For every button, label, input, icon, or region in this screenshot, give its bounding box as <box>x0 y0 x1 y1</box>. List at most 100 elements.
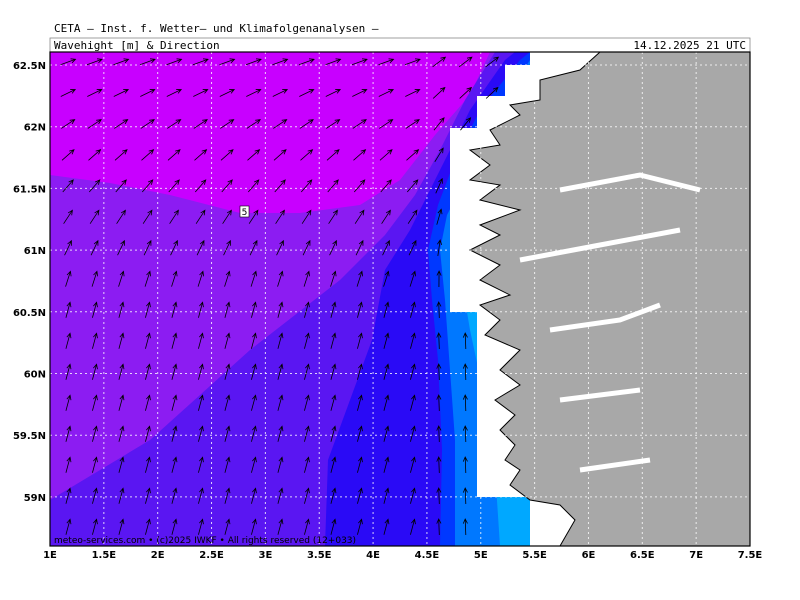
arrow <box>356 270 363 287</box>
arrow <box>198 456 204 473</box>
arrow <box>276 239 284 256</box>
arrow <box>378 89 395 97</box>
fjords <box>519 172 701 473</box>
arrow <box>220 119 235 129</box>
arrow <box>86 58 103 66</box>
arrow <box>251 487 257 504</box>
arrow <box>277 425 284 442</box>
lat-label: 59N <box>24 493 46 504</box>
footer: meteo-services.com • (c)2025 IWKF • All … <box>54 536 356 546</box>
arrow <box>277 456 284 473</box>
arrow <box>436 456 442 474</box>
arrow <box>330 270 337 287</box>
arrow <box>352 89 368 97</box>
arrow <box>88 149 102 161</box>
sea-level-4 <box>50 52 490 213</box>
arrow <box>304 363 310 380</box>
arrow <box>224 301 231 318</box>
arrow <box>222 209 232 224</box>
arrow <box>357 394 363 411</box>
arrow <box>330 394 337 411</box>
arrow <box>61 149 75 161</box>
arrow <box>379 149 393 161</box>
arrow <box>433 117 445 131</box>
arrow <box>432 86 446 99</box>
arrow <box>224 487 231 504</box>
arrow <box>407 209 418 224</box>
contour-label: 5 <box>242 208 248 218</box>
arrow <box>171 425 178 442</box>
arrow <box>383 425 390 442</box>
arrow <box>171 301 178 318</box>
arrow <box>301 209 312 224</box>
lon-label: 5E <box>474 550 488 561</box>
arrow <box>462 456 468 474</box>
arrow <box>251 394 257 411</box>
lon-label: 6.5E <box>630 550 655 561</box>
arrow <box>351 58 368 66</box>
arrow <box>197 270 204 287</box>
arrow <box>194 149 208 161</box>
arrow <box>330 456 337 473</box>
lon-label: 6E <box>582 550 596 561</box>
lon-label: 4E <box>366 550 380 561</box>
arrow <box>251 456 257 473</box>
arrow <box>273 119 288 129</box>
arrow <box>219 89 236 97</box>
arrow <box>192 58 209 66</box>
arrow <box>198 363 204 380</box>
arrow <box>88 179 101 193</box>
arrow <box>273 149 287 161</box>
arrow <box>92 487 98 504</box>
arrow <box>118 394 125 411</box>
arrow <box>92 456 98 473</box>
arrow <box>357 456 363 473</box>
arrow <box>171 456 178 473</box>
arrow <box>383 487 390 504</box>
land <box>468 52 750 546</box>
axis-labels: 1E 1.5E 2E 2.5E 3E 3.5E 4E 4.5E 5E 5.5E 6E 6.5E 7E 7.… <box>13 61 762 561</box>
arrow <box>462 518 468 536</box>
arrow <box>410 425 416 442</box>
arrow <box>410 456 416 473</box>
arrow <box>357 487 363 504</box>
arrow <box>272 58 289 66</box>
arrow <box>92 363 98 380</box>
arrow <box>251 301 257 318</box>
arrow <box>462 425 468 443</box>
lon-label: 5.5E <box>522 550 547 561</box>
arrow <box>114 119 129 129</box>
arrow <box>458 56 473 68</box>
arrow <box>462 363 468 381</box>
arrow <box>63 209 73 224</box>
arrow <box>410 394 416 411</box>
arrow <box>462 487 468 505</box>
arrow <box>325 58 342 66</box>
arrow <box>145 425 151 442</box>
arrow <box>357 425 363 442</box>
arrow <box>113 58 130 66</box>
arrow <box>251 518 257 535</box>
arrow <box>410 332 416 349</box>
arrow <box>90 239 99 256</box>
arrow <box>328 209 338 224</box>
arrow <box>145 363 151 380</box>
arrow <box>299 119 314 129</box>
arrow <box>168 179 180 193</box>
lat-label: 60N <box>24 370 46 381</box>
arrow <box>277 518 284 535</box>
arrow <box>250 270 257 287</box>
arrow <box>251 332 257 349</box>
arrow <box>166 89 183 97</box>
arrow <box>139 58 156 66</box>
arrow <box>410 301 416 318</box>
arrow <box>406 179 419 193</box>
contour-label-box <box>239 205 250 218</box>
arrow <box>145 518 151 535</box>
lat-label: 61N <box>24 246 46 257</box>
arrow <box>171 394 178 411</box>
arrow <box>436 208 443 225</box>
title: CETA — Inst. f. Wetter— und Klimafolgena… <box>54 22 379 35</box>
arrow <box>436 394 442 412</box>
arrow <box>247 149 261 161</box>
